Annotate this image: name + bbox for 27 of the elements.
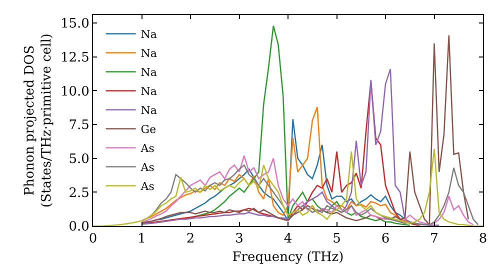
x-tick-label: 3 — [235, 232, 244, 247]
y-tick-label: 2.5 — [68, 186, 90, 201]
legend-label: Na — [140, 104, 158, 118]
x-tick-label: 5 — [332, 232, 341, 247]
y-tick-label: 0.0 — [68, 220, 90, 235]
y-tick-label: 10.0 — [60, 84, 90, 100]
legend-label: Na — [140, 66, 158, 80]
x-axis-title: Frequency (THz) — [232, 250, 344, 266]
x-tick-label: 8 — [478, 232, 488, 247]
y-tick-label: 12.5 — [60, 50, 90, 66]
legend-label: Na — [140, 47, 158, 60]
y-tick-label: 5.0 — [68, 152, 90, 167]
legend-label: As — [140, 180, 155, 194]
x-tick-label: 4 — [284, 232, 292, 247]
legend-label: As — [140, 142, 155, 156]
x-tick-label: 0 — [88, 232, 98, 247]
legend-label: As — [140, 161, 155, 174]
legend-label: Na — [140, 28, 158, 42]
x-tick-label: 7 — [430, 232, 438, 247]
x-tick-label: 1 — [138, 232, 146, 247]
y-axis-title: Phonon projected DOS (States/THz·primitive cell) — [22, 33, 54, 208]
y-tick-label: 7.5 — [68, 118, 90, 134]
y-tick-label: 15.0 — [60, 16, 90, 32]
legend-label: Na — [140, 85, 158, 98]
x-tick-label: 6 — [381, 232, 390, 247]
legend-label: Ge — [140, 123, 156, 136]
x-tick-label: 2 — [186, 232, 195, 247]
